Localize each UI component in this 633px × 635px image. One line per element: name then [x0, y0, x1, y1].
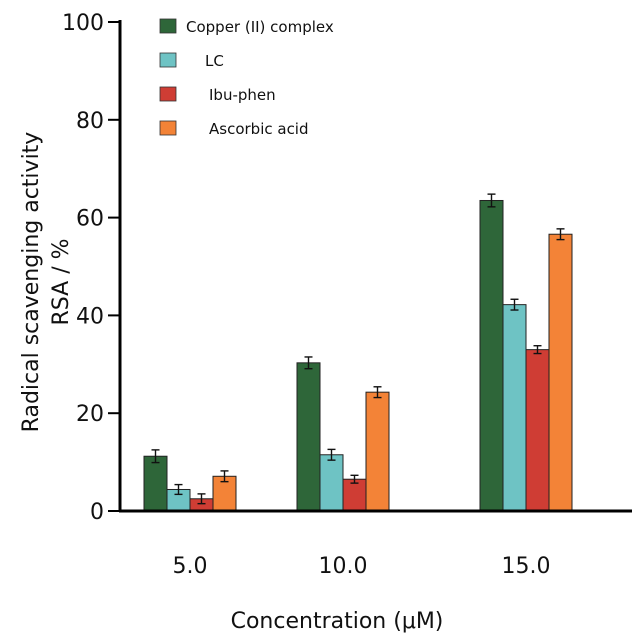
legend-swatch — [159, 120, 177, 136]
legend: Copper (II) complex LC Ibu-phen Ascorbic ac… — [159, 18, 334, 138]
legend-label: Copper (II) complex — [186, 18, 334, 36]
legend-swatch — [159, 52, 177, 68]
bar-copper-ii-complex-10.0 — [296, 362, 321, 512]
legend-swatch — [159, 86, 177, 102]
x-tick-label: 5.0 — [173, 554, 208, 579]
y-tick-label: 80 — [76, 109, 104, 134]
legend-swatch — [159, 18, 177, 34]
bars — [143, 199, 573, 512]
y-axis-title-line1: Radical scavenging activity — [19, 132, 44, 433]
x-tick-label: 10.0 — [319, 554, 368, 579]
legend-label: LC — [205, 52, 224, 70]
bar-lc-10.0 — [319, 454, 344, 512]
error-bars — [151, 193, 565, 505]
bar-ascorbic-acid-15.0 — [548, 233, 573, 512]
bar-lc-15.0 — [502, 304, 527, 512]
bar-ibu-phen-10.0 — [342, 478, 367, 512]
bar-copper-ii-complex-15.0 — [479, 199, 504, 512]
x-axis-title: Concentration (μM) — [231, 609, 444, 634]
y-tick-label: 40 — [76, 304, 104, 329]
bar-copper-ii-complex-5.0 — [143, 455, 168, 512]
x-tick-label: 15.0 — [502, 554, 551, 579]
y-tick-label: 60 — [76, 207, 104, 232]
bar-ascorbic-acid-10.0 — [365, 391, 390, 512]
y-tick-label: 100 — [62, 11, 104, 36]
y-axis-ticks: 0 20 40 60 80 100 — [62, 11, 120, 525]
bar-ibu-phen-15.0 — [525, 349, 550, 512]
y-axis-title-line2: RSA / % — [49, 238, 74, 325]
x-axis-ticks: 5.0 10.0 15.0 — [173, 554, 551, 579]
y-tick-label: 0 — [90, 500, 104, 525]
y-axis-title: Radical scavenging activity RSA / % — [19, 132, 74, 433]
legend-label: Ascorbic acid — [209, 120, 309, 138]
y-tick-label: 20 — [76, 402, 104, 427]
legend-label: Ibu-phen — [209, 86, 276, 104]
